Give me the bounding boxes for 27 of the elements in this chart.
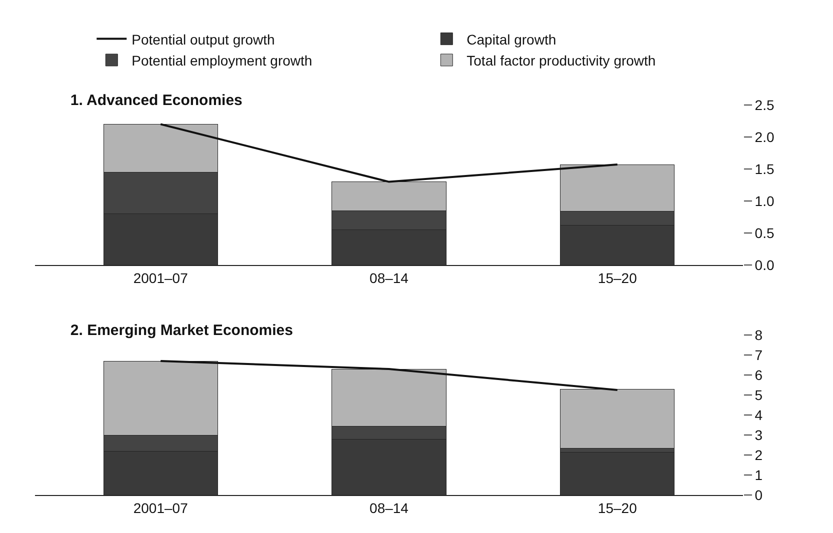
x-tick-label: 2001–07: [133, 270, 188, 286]
x-tick-label: 15–20: [598, 270, 638, 286]
y-tick-label: 7: [754, 346, 763, 363]
y-tick-label: 6: [754, 366, 763, 383]
x-tick-label: 2001–07: [133, 500, 188, 516]
y-tick-label: 0.5: [754, 224, 774, 241]
chart-title: 2. Emerging Market Economies: [70, 322, 293, 339]
y-tick-label: 8: [754, 326, 763, 343]
legend-label: Total factor productivity growth: [466, 52, 656, 68]
y-tick-label: 5: [754, 386, 763, 403]
y-tick-label: 2.5: [754, 96, 774, 113]
y-tick-label: 2: [754, 446, 763, 463]
legend-label: Potential employment growth: [132, 52, 312, 68]
legend-label: Capital growth: [466, 31, 556, 48]
y-tick-label: 4: [754, 406, 763, 423]
y-tick-label: 1.5: [754, 160, 774, 177]
x-tick-label: 08–14: [370, 500, 409, 516]
x-tick-label: 08–14: [370, 270, 409, 286]
y-tick-label: 0.0: [754, 256, 774, 273]
y-tick-label: 2.0: [754, 128, 774, 145]
y-tick-label: 0: [754, 486, 763, 503]
y-tick-label: 3: [754, 426, 763, 443]
y-tick-label: 1: [754, 466, 763, 483]
y-tick-label: 1.0: [754, 192, 774, 209]
x-tick-label: 15–20: [598, 500, 638, 516]
legend-label: Potential output growth: [132, 31, 275, 48]
chart-title: 1. Advanced Economies: [70, 92, 242, 109]
